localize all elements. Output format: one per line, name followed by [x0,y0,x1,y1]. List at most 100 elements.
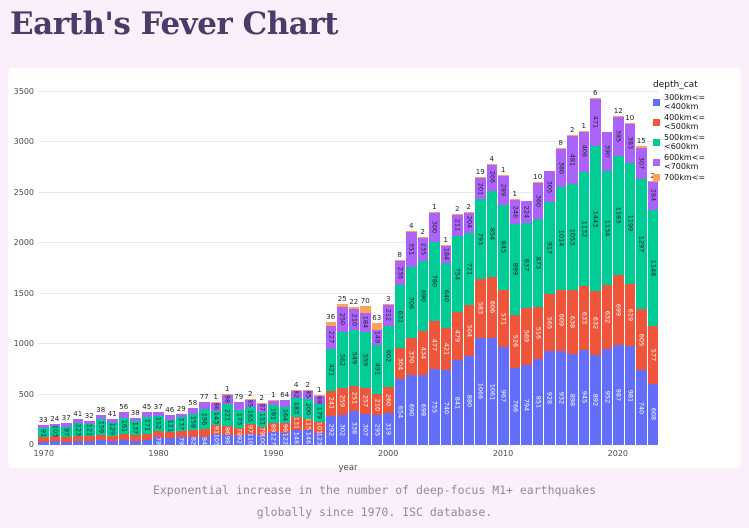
bar-segment[interactable]: 105 [210,433,221,446]
bar-segment[interactable]: 608 [647,383,658,445]
bar-segment[interactable] [268,399,279,405]
bar-segment[interactable]: 526 [509,314,520,368]
bar-segment[interactable]: 87 [256,402,267,412]
bar-segment[interactable] [164,437,175,445]
bar-segment[interactable]: 127 [268,432,279,445]
bar-segment[interactable]: 137 [176,417,187,431]
bar-segment[interactable] [95,415,106,419]
bar-segment[interactable]: 851 [532,359,543,445]
bar-segment[interactable]: 1132 [578,171,589,286]
bar-1986[interactable]: 98 86 221 98 1 [222,385,233,445]
bar-segment[interactable] [636,146,647,148]
bar-segment[interactable]: 131 [291,416,302,431]
bar-segment[interactable]: 85 [245,398,256,408]
bar-segment[interactable]: 406 [578,130,589,172]
bar-segment[interactable]: 619 [624,283,635,347]
legend-item[interactable]: 300km<= <400km [653,93,739,111]
bar-segment[interactable]: 605 [636,309,647,371]
bar-2015[interactable]: 932 609 1014 380 8 [555,139,566,445]
bar-segment[interactable]: 89 [268,423,279,433]
bar-segment[interactable]: 845 [498,204,509,290]
bar-segment[interactable]: 654 [394,379,405,445]
bar-2010[interactable]: 967 571 845 289 1 [498,166,509,445]
bar-1995[interactable]: 292 241 421 227 36 [325,313,336,445]
bar-segment[interactable]: 98 [222,435,233,445]
bar-segment[interactable]: 1014 [555,187,566,290]
bar-segment[interactable]: 873 [532,219,543,308]
bar-segment[interactable]: 146 [302,430,313,445]
bar-segment[interactable]: 151 [256,411,267,427]
bar-segment[interactable]: 1183 [613,155,624,275]
bar-segment[interactable]: 101 [314,421,325,434]
bar-2008[interactable]: 1066 583 793 201 19 [475,168,486,445]
bar-segment[interactable] [187,408,198,415]
bar-segment[interactable]: 987 [613,345,624,445]
bar-segment[interactable]: 638 [567,290,578,355]
bar-segment[interactable]: 794 [521,364,532,445]
bar-1990[interactable]: 127 89 181 1 [268,391,279,445]
bar-2007[interactable]: 880 504 721 204 2 [463,203,474,445]
bar-segment[interactable] [475,176,486,179]
bar-2021[interactable]: 981 619 1199 383 10 [624,114,635,445]
bar-segment[interactable]: 928 [544,351,555,445]
bar-1991[interactable]: 122 96 164 64 [279,391,290,445]
bar-segment[interactable]: 260 [383,386,394,413]
bar-segment[interactable]: 491 [371,344,382,395]
bar-segment[interactable]: 251 [348,385,359,411]
bar-2006[interactable]: 841 479 754 211 2 [452,205,463,445]
bar-segment[interactable]: 699 [613,274,624,346]
bar-segment[interactable] [84,420,95,424]
bar-segment[interactable]: 602 [383,325,394,387]
bar-segment[interactable] [141,412,152,417]
bar-2009[interactable]: 1061 606 854 266 4 [486,155,497,445]
bar-segment[interactable]: 632 [590,291,601,356]
bar-segment[interactable]: 721 [463,232,474,306]
bar-segment[interactable]: 246 [509,199,520,225]
bar-segment[interactable]: 201 [475,178,486,199]
bar-segment[interactable]: 706 [406,266,417,339]
bar-segment[interactable]: 158 [187,414,198,431]
bar-segment[interactable] [49,436,60,442]
bar-segment[interactable]: 967 [498,347,509,445]
bar-segment[interactable]: 481 [567,135,578,184]
bar-segment[interactable]: 932 [555,351,566,445]
bar-segment[interactable] [72,440,83,445]
bar-segment[interactable]: 370 [406,338,417,376]
bar-segment[interactable]: 304 [394,348,405,380]
bar-segment[interactable]: 86 [210,402,221,411]
bar-1978[interactable]: 137 38 [130,409,141,445]
bar-segment[interactable]: 152 [153,415,164,431]
bar-segment[interactable]: 224 [521,200,532,224]
bar-segment[interactable]: 854 [486,190,497,277]
bar-segment[interactable]: 380 [555,149,566,188]
bar-segment[interactable]: 837 [521,223,532,308]
bar-segment[interactable]: 307 [360,414,371,445]
bar-segment[interactable]: 633 [578,285,589,350]
bar-segment[interactable]: 952 [601,348,612,445]
bar-segment[interactable] [176,414,187,418]
bar-segment[interactable]: 740 [440,370,451,445]
bar-segment[interactable]: 609 [555,289,566,352]
bar-2014[interactable]: 928 565 917 305 [544,171,555,445]
bar-1972[interactable]: 97 37 [61,414,72,445]
bar-segment[interactable]: 97 [61,427,72,437]
bar-segment[interactable] [107,435,118,441]
bar-1988[interactable]: 110 97 165 85 2 [245,390,256,446]
bar-segment[interactable]: 96 [279,423,290,433]
bar-1980[interactable]: 78 152 37 [153,403,164,445]
bar-segment[interactable]: 583 [475,278,486,338]
bar-segment[interactable]: 569 [521,307,532,365]
bar-segment[interactable] [107,440,118,445]
bar-2005[interactable]: 740 421 640 184 1 [440,236,451,445]
bar-segment[interactable]: 434 [417,330,428,375]
bar-2017[interactable]: 945 633 1132 406 1 [578,122,589,445]
bar-segment[interactable]: 1061 [486,338,497,445]
bar-segment[interactable] [130,435,141,441]
bar-segment[interactable] [164,431,175,438]
bar-segment[interactable]: 122 [279,433,290,445]
bar-2004[interactable]: 755 477 780 300 1 [429,203,440,445]
bar-1979[interactable]: 171 45 [141,403,152,445]
bar-segment[interactable] [38,437,49,442]
bar-segment[interactable]: 766 [509,367,520,445]
bar-1970[interactable]: 91 33 [38,416,49,445]
